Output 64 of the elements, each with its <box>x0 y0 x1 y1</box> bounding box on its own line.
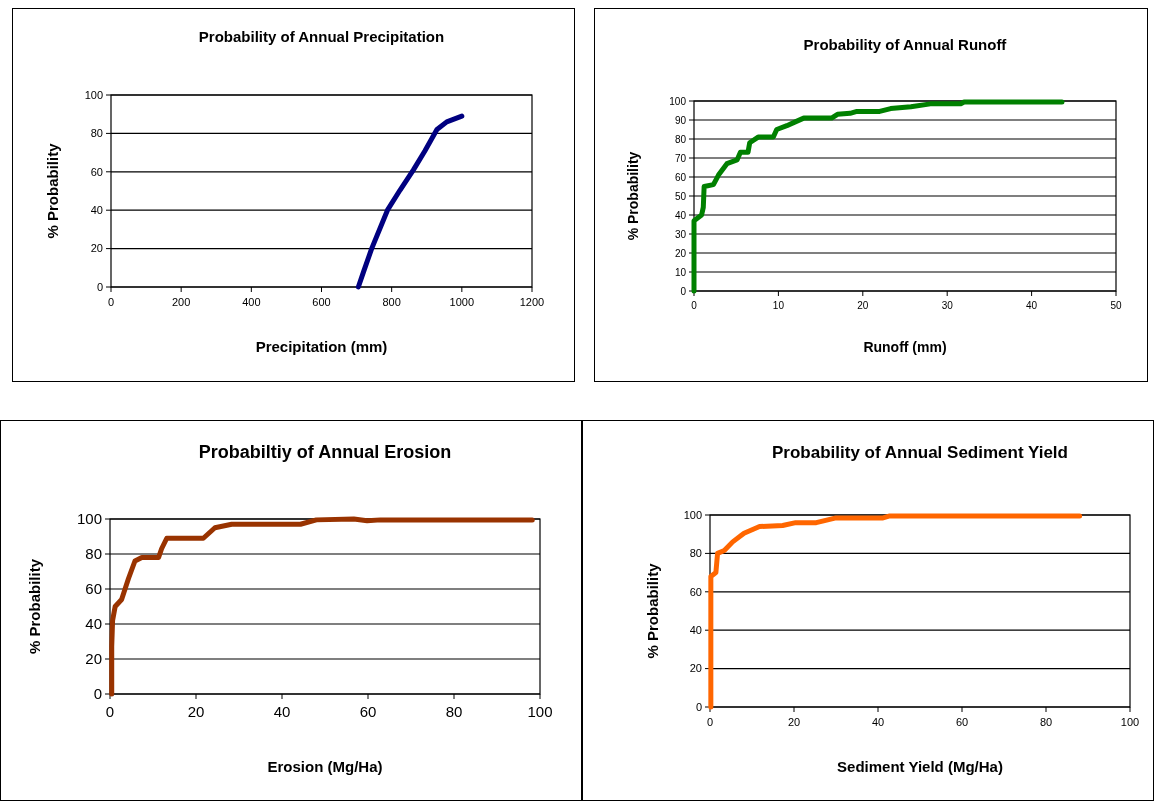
y-tick-label: 60 <box>674 171 687 183</box>
y-tick-label: 20 <box>85 650 102 668</box>
chart-title: Probability of Annual Sediment Yield <box>772 443 1068 462</box>
x-tick-label: 80 <box>1039 716 1053 728</box>
y-tick-label: 100 <box>683 508 702 521</box>
x-tick-label: 0 <box>105 703 115 720</box>
y-tick-label: 90 <box>674 114 687 126</box>
x-tick-label: 40 <box>273 703 291 720</box>
x-tick-label: 60 <box>359 703 377 720</box>
x-axis-title: Runoff (mm) <box>863 339 947 355</box>
y-tick-label: 30 <box>674 228 687 240</box>
y-tick-label: 40 <box>674 209 687 221</box>
y-tick-label: 50 <box>674 190 687 202</box>
x-axis-title: Sediment Yield (Mg/Ha) <box>837 758 1003 775</box>
x-tick-label: 600 <box>312 296 331 308</box>
y-tick-label: 100 <box>76 510 102 528</box>
y-axis-title: % Probability <box>644 562 661 659</box>
x-tick-label: 1200 <box>519 296 545 308</box>
x-tick-label: 20 <box>187 703 205 720</box>
y-tick-label: 0 <box>680 285 687 297</box>
y-axis-title: % Probability <box>44 142 61 239</box>
chart-title: Probability of Annual Precipitation <box>198 28 445 45</box>
x-tick-label: 0 <box>706 716 714 728</box>
y-tick-label: 100 <box>669 95 687 107</box>
y-tick-label: 100 <box>84 88 103 101</box>
x-tick-label: 100 <box>1120 716 1140 728</box>
y-tick-label: 80 <box>90 127 103 140</box>
y-tick-label: 40 <box>90 204 103 217</box>
x-axis-title: Precipitation (mm) <box>255 338 388 355</box>
x-tick-label: 30 <box>941 300 954 311</box>
y-tick-label: 10 <box>674 266 687 278</box>
x-tick-label: 50 <box>1110 300 1122 311</box>
x-tick-label: 200 <box>171 296 191 308</box>
x-tick-label: 40 <box>871 716 885 728</box>
chart-title: Probability of Annual Runoff <box>803 36 1008 53</box>
x-tick-label: 400 <box>242 296 261 308</box>
x-tick-label: 800 <box>382 296 401 308</box>
y-tick-label: 40 <box>85 615 102 633</box>
x-tick-label: 0 <box>107 296 115 308</box>
x-axis-title: Erosion (Mg/Ha) <box>267 758 383 775</box>
y-tick-label: 60 <box>85 580 102 598</box>
y-tick-label: 20 <box>90 242 103 255</box>
x-tick-label: 1000 <box>449 296 475 308</box>
x-tick-label: 100 <box>527 703 553 720</box>
y-tick-label: 0 <box>96 280 103 293</box>
y-tick-label: 60 <box>689 585 702 598</box>
y-tick-label: 40 <box>689 624 702 637</box>
y-tick-label: 60 <box>90 165 103 178</box>
y-axis-title: % Probability <box>26 558 43 655</box>
y-tick-label: 80 <box>85 545 102 563</box>
y-tick-label: 80 <box>689 547 702 560</box>
y-tick-label: 0 <box>93 685 102 703</box>
x-tick-label: 40 <box>1026 300 1038 311</box>
x-tick-label: 20 <box>787 716 801 728</box>
y-tick-label: 20 <box>689 662 702 675</box>
chart-title: Probabiltiy of Annual Erosion <box>198 442 452 462</box>
x-tick-label: 80 <box>445 703 463 720</box>
y-tick-label: 70 <box>674 152 687 164</box>
y-axis-title: % Probability <box>625 151 641 241</box>
x-tick-label: 10 <box>772 300 785 311</box>
y-tick-label: 80 <box>674 133 687 145</box>
x-tick-label: 20 <box>857 300 869 311</box>
x-tick-label: 60 <box>955 716 969 728</box>
y-tick-label: 20 <box>674 247 687 259</box>
